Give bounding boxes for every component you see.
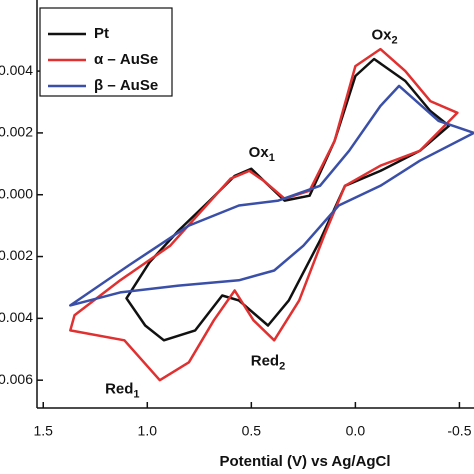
annotation-text: Red xyxy=(105,380,133,397)
x-tick-label: -0.5 xyxy=(447,423,471,439)
legend: Pt α – AuSe β – AuSe xyxy=(39,7,173,97)
annotation: Red1 xyxy=(105,380,139,400)
legend-box xyxy=(39,7,173,97)
x-axis-label: Potential (V) vs Ag/AgCl xyxy=(219,453,390,470)
x-tick-label: 1.5 xyxy=(34,423,54,439)
legend-label: Pt xyxy=(94,25,109,42)
annotation-text: Ox xyxy=(249,144,270,161)
annotation-sub: 2 xyxy=(279,361,285,373)
x-tick-label: 1.0 xyxy=(138,423,158,439)
annotation-sub: 1 xyxy=(133,388,139,400)
y-tick-label: -0.006 xyxy=(0,371,33,387)
legend-label: β – AuSe xyxy=(94,77,158,94)
annotation: Ox2 xyxy=(371,27,397,47)
annotation: Ox1 xyxy=(249,144,275,164)
x-tick-label: 0.5 xyxy=(242,423,262,439)
y-tick-label: 0.000 xyxy=(0,185,33,201)
annotation-sub: 2 xyxy=(391,34,397,46)
y-tick-label: 0.002 xyxy=(0,124,33,140)
y-tick-label: 0.004 xyxy=(0,62,33,78)
legend-label: α – AuSe xyxy=(94,51,158,68)
annotation-text: Ox xyxy=(371,27,392,44)
annotation: Red2 xyxy=(251,353,285,373)
series-line xyxy=(69,47,459,382)
y-tick-label: -0.004 xyxy=(0,309,33,325)
series-line xyxy=(125,57,451,342)
series-line xyxy=(69,84,474,307)
y-tick-label: -0.002 xyxy=(0,247,33,263)
x-tick-label: 0.0 xyxy=(346,423,366,439)
annotation-sub: 1 xyxy=(269,152,275,164)
annotation-text: Red xyxy=(251,353,279,370)
